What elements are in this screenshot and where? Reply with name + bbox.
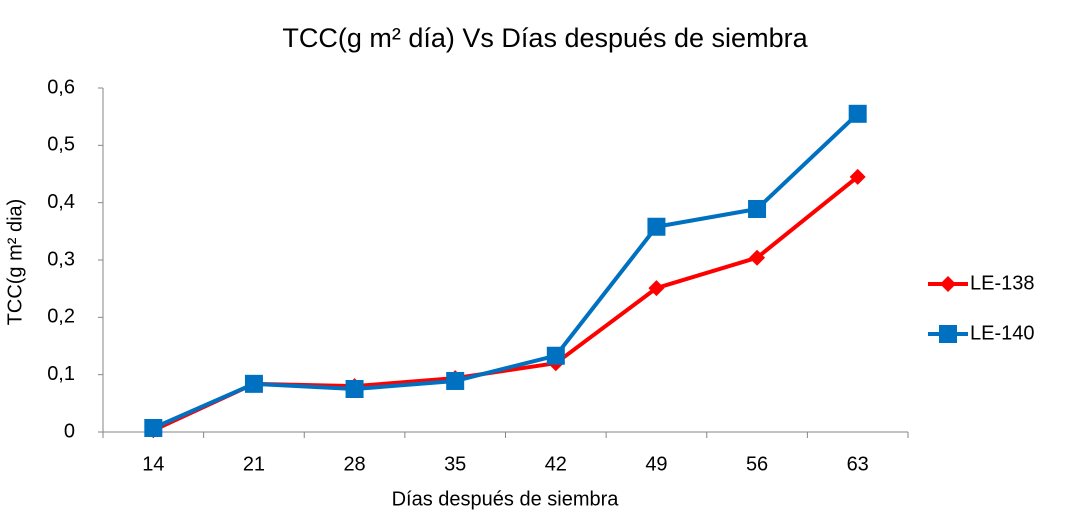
x-tick-label: 14 xyxy=(142,453,164,475)
x-tick-label: 49 xyxy=(645,453,667,475)
point-marker xyxy=(446,371,465,390)
x-tick-label: 42 xyxy=(545,453,567,475)
y-tick-label: 0 xyxy=(64,420,75,442)
legend-label: LE-140 xyxy=(970,322,1035,344)
point-marker xyxy=(647,217,666,236)
point-marker xyxy=(345,380,364,398)
y-tick-label: 0,1 xyxy=(47,363,75,385)
y-tick-label: 0,2 xyxy=(47,306,75,328)
x-tick-label: 28 xyxy=(343,453,365,475)
y-tick-label: 0,3 xyxy=(47,248,75,270)
x-tick-label: 21 xyxy=(243,453,265,475)
legend-marker xyxy=(939,325,957,343)
point-marker xyxy=(849,168,866,185)
y-axis-label: TCC(g m² dia) xyxy=(4,199,26,326)
point-marker xyxy=(144,418,163,437)
point-marker xyxy=(749,249,766,266)
y-tick-label: 0,4 xyxy=(47,191,75,213)
legend-label: LE-138 xyxy=(970,272,1035,294)
point-marker xyxy=(848,104,867,123)
point-marker xyxy=(648,280,665,297)
legend-marker xyxy=(940,276,956,292)
x-tick-label: 56 xyxy=(746,453,768,475)
point-marker xyxy=(748,199,767,218)
point-marker xyxy=(546,346,565,365)
chart-title: TCC(g m² día) Vs Días después de siembra xyxy=(282,23,808,53)
y-tick-label: 0,6 xyxy=(47,76,75,98)
x-tick-label: 35 xyxy=(444,453,466,475)
x-tick-label: 63 xyxy=(847,453,869,475)
y-tick-label: 0,5 xyxy=(47,134,75,156)
x-axis-label: Días después de siembra xyxy=(392,488,620,510)
series-line xyxy=(152,112,860,430)
point-marker xyxy=(244,374,263,393)
